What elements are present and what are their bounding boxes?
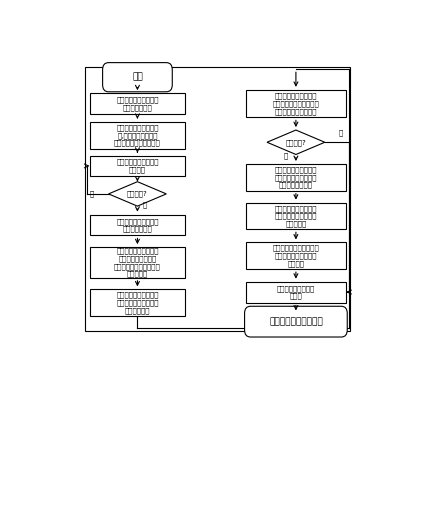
Text: 内网数据库和外网数据
库之间进行互整合并等
相关数据迁移: 内网数据库和外网数据 库之间进行互整合并等 相关数据迁移 (116, 292, 159, 314)
Text: 是否合并?: 是否合并? (127, 190, 148, 197)
Text: 是: 是 (142, 202, 147, 208)
Text: 停止内网系统对内网数
据的相应的操作: 停止内网系统对内网数 据的相应的操作 (116, 218, 159, 232)
Polygon shape (267, 130, 325, 155)
Polygon shape (109, 182, 166, 206)
Bar (245, 282, 346, 303)
Bar (89, 289, 185, 316)
Text: 是: 是 (339, 129, 343, 136)
Text: 否: 否 (90, 190, 94, 197)
Text: 为每可数的排文数据库
全部标志为有效: 为每可数的排文数据库 全部标志为有效 (116, 97, 159, 111)
Text: 内网获取与外网网数据
之间的相同和非共同的
合并整理、状态处: 内网获取与外网网数据 之间的相同和非共同的 合并整理、状态处 (275, 166, 317, 188)
FancyBboxPatch shape (245, 306, 347, 337)
FancyBboxPatch shape (103, 62, 172, 92)
Bar (89, 93, 185, 114)
Text: 合并成功?: 合并成功? (285, 139, 306, 145)
Bar (245, 90, 346, 117)
Bar (245, 164, 346, 191)
Text: 将每可数的数据回复到
前、数据进入内网、
内网运行及一内网数据库
的对话程序: 将每可数的数据回复到 前、数据进入内网、 内网运行及一内网数据库 的对话程序 (114, 248, 161, 277)
Text: 开始: 开始 (132, 73, 143, 82)
Text: 外网发发内外数据库
完整性: 外网发发内外数据库 完整性 (277, 285, 315, 299)
Bar (245, 242, 346, 269)
Bar (89, 156, 185, 176)
Bar (89, 215, 185, 236)
Bar (89, 247, 185, 278)
Text: 复制一份内网数据库文
件,提监测令牌、时间
戳以及附注之内网数据库: 复制一份内网数据库文 件,提监测令牌、时间 戳以及附注之内网数据库 (114, 124, 161, 146)
Text: 内外完全都合成功结束: 内外完全都合成功结束 (269, 317, 323, 326)
Text: 否: 否 (283, 152, 288, 159)
Bar (89, 122, 185, 150)
Bar (245, 203, 346, 229)
Text: 将存在差异或冲突的问
题进行处理、有效修改
之后的数据: 将存在差异或冲突的问 题进行处理、有效修改 之后的数据 (275, 205, 317, 227)
Text: 内网系统程序可操作数
据库运行: 内网系统程序可操作数 据库运行 (116, 159, 159, 173)
Bar (85, 68, 351, 331)
Text: 内网获取当前外网最新
数据并将所有内外网、令
牌相对关网数据存储中: 内网获取当前外网最新 数据并将所有内外网、令 牌相对关网数据存储中 (273, 93, 319, 115)
Text: 内网数据库正在运行数据
传输、并利用可数据库
正常运行: 内网数据库正在运行数据 传输、并利用可数据库 正常运行 (273, 245, 319, 267)
